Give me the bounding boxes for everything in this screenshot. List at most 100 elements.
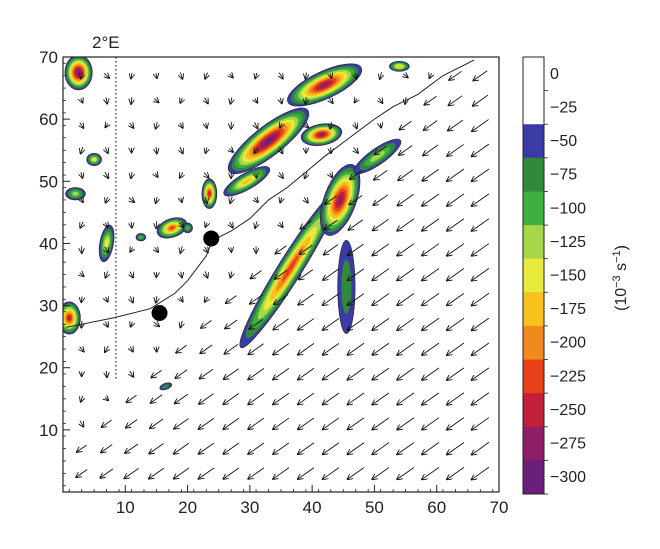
- wind-vector: [223, 417, 240, 429]
- wind-vector: [223, 442, 240, 454]
- wind-vector: [126, 419, 138, 428]
- vorticity-cell-15: [353, 138, 402, 175]
- wind-vector: [174, 418, 189, 429]
- axes-layer: 10 20 30 40 50 60 70 10 20 30 40 50 60 70: [39, 48, 508, 517]
- colorbar-frame: [522, 56, 545, 495]
- coastline-layer: [66, 57, 475, 381]
- wind-vector: [150, 418, 164, 428]
- wind-vector: [422, 467, 440, 479]
- wind-vector: [300, 244, 313, 254]
- wind-vector: [350, 170, 362, 179]
- wind-vector: [226, 295, 237, 304]
- wind-vector: [176, 345, 187, 352]
- wind-vector: [298, 442, 315, 454]
- vorticity-cell-18: [182, 222, 193, 234]
- wind-vector: [304, 124, 308, 128]
- wind-vector: [106, 197, 108, 202]
- wind-vector: [422, 367, 440, 380]
- y-tick-label: 70: [39, 48, 58, 67]
- vorticity-contour: [281, 255, 299, 282]
- wind-vector: [155, 173, 157, 177]
- wind-vector: [323, 392, 340, 404]
- wind-vector: [251, 270, 262, 279]
- vorticity-contour: [76, 70, 81, 75]
- wind-vector: [399, 145, 413, 155]
- wind-vector: [424, 95, 437, 105]
- colorbar-label: −75: [550, 167, 577, 184]
- wind-vector: [273, 367, 290, 379]
- wind-vector: [105, 124, 107, 128]
- wind-vector: [397, 467, 415, 479]
- wind-vector: [373, 218, 389, 230]
- wind-vector: [151, 394, 163, 403]
- wind-vector: [81, 172, 83, 177]
- wind-vector: [130, 247, 133, 251]
- wind-vector: [180, 72, 182, 78]
- wind-vector: [100, 468, 114, 478]
- wind-vector: [81, 98, 83, 102]
- colorbar-swatch: [523, 258, 544, 293]
- wind-vector: [80, 420, 83, 427]
- wind-vector: [323, 342, 340, 354]
- wind-vector: [180, 320, 182, 327]
- wind-vector: [200, 368, 214, 378]
- wind-vector: [447, 168, 465, 181]
- meridian-label: 2°E: [92, 33, 120, 52]
- wind-vector: [254, 147, 257, 153]
- wind-vector: [472, 466, 490, 479]
- colorbar-swatch: [523, 225, 544, 260]
- coastline: [66, 59, 475, 328]
- station-south-marker: [151, 305, 168, 322]
- wind-vector: [305, 97, 306, 104]
- wind-vector: [349, 194, 363, 204]
- wind-vector: [447, 268, 465, 280]
- wind-vector: [348, 442, 365, 455]
- wind-vector: [104, 73, 109, 78]
- wind-vector: [129, 198, 134, 202]
- wind-vector: [205, 72, 207, 79]
- wind-vector: [299, 269, 314, 280]
- wind-vector: [205, 247, 208, 252]
- wind-vector: [248, 467, 265, 479]
- wind-vector: [447, 442, 465, 454]
- wind-vector: [372, 417, 390, 430]
- wind-vector: [255, 98, 258, 102]
- wind-vector: [422, 193, 440, 206]
- wind-vector: [473, 94, 489, 106]
- wind-vector: [130, 370, 134, 377]
- wind-vector: [325, 195, 337, 204]
- wind-vector: [448, 119, 464, 131]
- wind-vector: [348, 467, 365, 480]
- wind-vector: [105, 345, 108, 352]
- wind-vector: [229, 74, 232, 78]
- wind-vector: [422, 218, 440, 231]
- wind-vector: [354, 99, 357, 103]
- wind-vector: [180, 297, 183, 301]
- wind-vector: [323, 442, 340, 454]
- wind-vector: [102, 419, 112, 427]
- wind-vector: [472, 243, 490, 256]
- wind-vector: [447, 367, 465, 380]
- x-tick-label: 50: [365, 498, 384, 517]
- wind-vector: [255, 122, 258, 128]
- colorbar-swatch: [523, 393, 544, 428]
- wind-vector: [180, 172, 183, 177]
- wind-vector: [155, 247, 158, 252]
- wind-vector: [447, 392, 465, 405]
- wind-vector: [224, 343, 239, 353]
- wind-vector: [429, 73, 431, 78]
- y-tick-label: 10: [39, 421, 58, 440]
- wind-vector: [223, 392, 240, 404]
- wind-vector: [372, 342, 390, 355]
- wind-vector: [397, 317, 415, 330]
- wind-vector: [447, 243, 465, 256]
- wind-vector: [380, 72, 382, 79]
- colorbar-label: −300: [550, 469, 586, 486]
- vorticity-contour: [319, 82, 330, 88]
- wind-vector: [131, 171, 132, 178]
- wind-vector: [254, 198, 258, 202]
- colorbar-label: −125: [550, 234, 586, 251]
- wind-vector: [374, 170, 388, 179]
- y-tick-label: 40: [39, 234, 58, 253]
- wind-vector: [397, 442, 415, 455]
